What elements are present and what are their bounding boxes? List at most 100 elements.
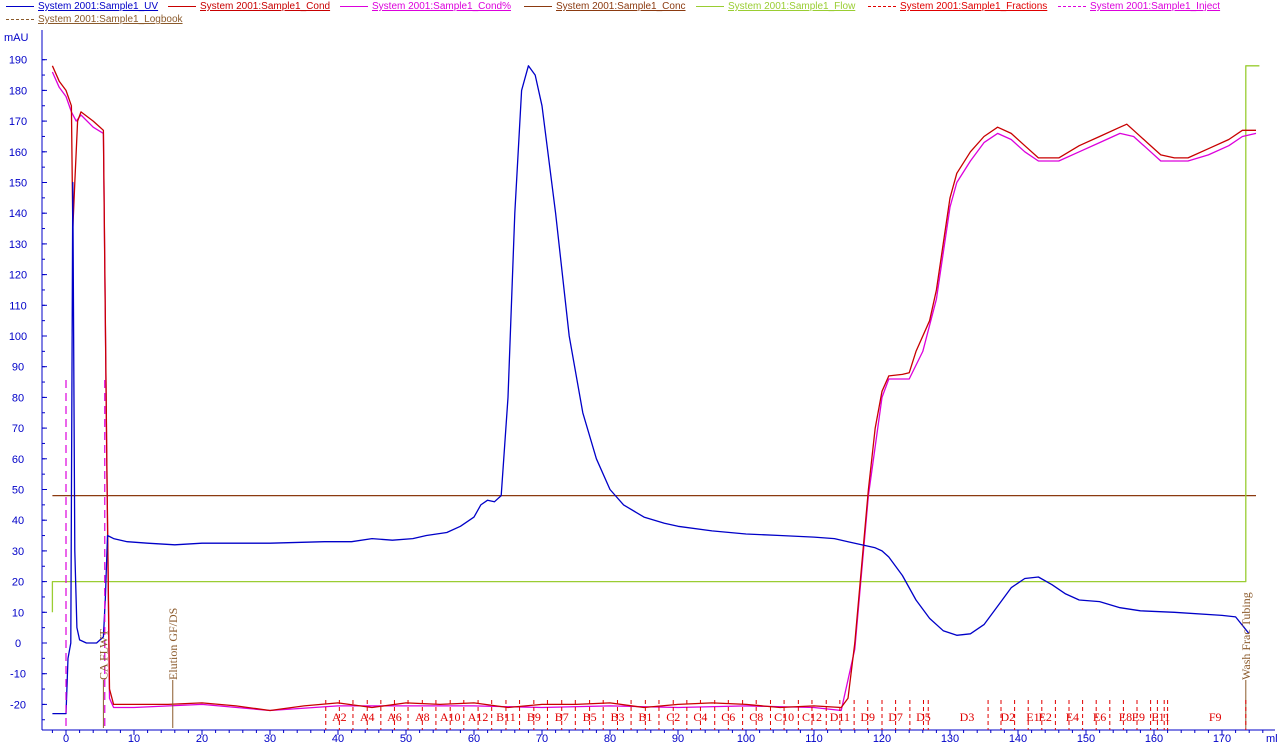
fraction-label: B1 — [638, 710, 652, 724]
fraction-label: C2 — [666, 710, 680, 724]
x-tick-label: 120 — [873, 733, 891, 745]
fraction-label: C4 — [693, 710, 707, 724]
chart-legend: System 2001:Sample1_UV System 2001:Sample… — [0, 0, 1282, 30]
legend-label: System 2001:Sample1_Cond% — [372, 1, 511, 12]
y-tick-label: 120 — [9, 270, 27, 282]
x-tick-label: 110 — [805, 733, 823, 745]
y-tick-label: 150 — [9, 178, 27, 190]
x-tick-label: 50 — [400, 733, 412, 745]
legend-swatch — [6, 6, 34, 7]
x-tick-label: 140 — [1009, 733, 1027, 745]
x-tick-label: 30 — [264, 733, 276, 745]
fraction-label: E2 — [1039, 710, 1052, 724]
legend-label: System 2001:Sample1_UV — [38, 1, 159, 12]
legend-label: System 2001:Sample1_Logbook — [38, 14, 183, 25]
x-tick-label: 100 — [737, 733, 755, 745]
y-tick-label: 190 — [9, 55, 27, 67]
x-axis-label: ml — [1266, 733, 1278, 745]
fraction-label: C6 — [721, 710, 735, 724]
legend-swatch — [696, 6, 724, 7]
y-tick-label: 180 — [9, 85, 27, 97]
series-line — [51, 71, 1257, 712]
fraction-label: E6 — [1093, 710, 1106, 724]
y-tick-label: 110 — [9, 300, 27, 312]
y-tick-label: 140 — [9, 208, 27, 220]
x-tick-label: 20 — [196, 733, 208, 745]
y-tick-label: -20 — [10, 699, 26, 711]
y-tick-label: 50 — [12, 485, 24, 497]
x-tick-label: 40 — [332, 733, 344, 745]
legend-label: System 2001:Sample1_Cond — [200, 1, 331, 12]
legend-label: System 2001:Sample1_Conc — [556, 1, 686, 12]
fraction-label: D7 — [888, 710, 903, 724]
fraction-label: B9 — [527, 710, 541, 724]
fraction-label: D9 — [860, 710, 875, 724]
fraction-label: E9 — [1132, 710, 1145, 724]
y-tick-label: 100 — [9, 331, 27, 343]
fraction-label: A8 — [415, 710, 430, 724]
x-tick-label: 80 — [604, 733, 616, 745]
y-axis-label: mAU — [4, 32, 29, 44]
x-tick-label: 0 — [63, 733, 69, 745]
logbook-label: Elution GF/DS — [166, 608, 180, 680]
fraction-label: A2 — [332, 710, 347, 724]
fraction-label: B5 — [583, 710, 597, 724]
fraction-label: E1 — [1026, 710, 1039, 724]
y-tick-label: -10 — [10, 669, 26, 681]
legend-swatch — [168, 6, 196, 7]
y-tick-label: 70 — [12, 423, 24, 435]
y-tick-label: 130 — [9, 239, 27, 251]
fraction-label: E11 — [1151, 710, 1170, 724]
fraction-label: D2 — [1000, 710, 1015, 724]
fraction-label: D5 — [916, 710, 931, 724]
legend-swatch — [340, 6, 368, 7]
x-tick-label: 10 — [128, 733, 140, 745]
series-layer — [51, 65, 1260, 715]
series-line — [51, 65, 1260, 613]
x-tick-label: 90 — [672, 733, 684, 745]
x-tick-label: 170 — [1213, 733, 1231, 745]
marks-layer: CA FLWT Elution GF/DS Wash Frac Tubing A2 A4… — [65, 380, 1253, 730]
legend-swatch — [868, 6, 896, 7]
fraction-label: C10 — [774, 710, 794, 724]
y-tick-label: 170 — [9, 116, 27, 128]
axes: -20-100102030405060708090100110120130140… — [9, 30, 1275, 745]
x-tick-label: 160 — [1145, 733, 1163, 745]
fraction-label: F9 — [1209, 710, 1222, 724]
fraction-label: B7 — [555, 710, 569, 724]
fraction-label: A12 — [468, 710, 489, 724]
fraction-label: E8 — [1119, 710, 1132, 724]
fraction-label: D3 — [960, 710, 975, 724]
fraction-label: D11 — [830, 710, 850, 724]
logbook-label: Wash Frac Tubing — [1239, 592, 1253, 680]
y-tick-label: 90 — [12, 362, 24, 374]
y-tick-label: 40 — [12, 515, 24, 527]
legend-label: System 2001:Sample1_Fractions — [900, 1, 1048, 12]
legend-swatch — [1058, 6, 1086, 7]
fraction-label: B11 — [496, 710, 516, 724]
y-tick-label: 60 — [12, 454, 24, 466]
fraction-label: C12 — [802, 710, 822, 724]
fraction-label: A10 — [440, 710, 461, 724]
fraction-label: C8 — [749, 710, 763, 724]
x-tick-label: 150 — [1077, 733, 1095, 745]
y-tick-label: 80 — [12, 392, 24, 404]
logbook-label: CA FLWT — [96, 629, 110, 680]
fraction-label: B3 — [610, 710, 624, 724]
x-tick-label: 60 — [468, 733, 480, 745]
legend-label: System 2001:Sample1_Flow — [728, 1, 856, 12]
x-tick-label: 130 — [941, 733, 959, 745]
y-tick-label: 0 — [15, 638, 21, 650]
series-line — [51, 65, 1256, 712]
fraction-label: E4 — [1066, 710, 1079, 724]
legend-swatch — [6, 19, 34, 20]
y-tick-label: 10 — [12, 607, 24, 619]
series-line — [52, 65, 1250, 715]
y-tick-label: 30 — [12, 546, 24, 558]
x-tick-label: 70 — [536, 733, 548, 745]
y-tick-label: 20 — [12, 577, 24, 589]
fraction-label: A4 — [360, 710, 375, 724]
legend-swatch — [524, 6, 552, 7]
fraction-label: A6 — [387, 710, 402, 724]
legend-label: System 2001:Sample1_Inject — [1090, 1, 1221, 12]
